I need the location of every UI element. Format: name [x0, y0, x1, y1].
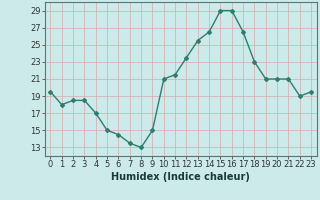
X-axis label: Humidex (Indice chaleur): Humidex (Indice chaleur)	[111, 172, 250, 182]
